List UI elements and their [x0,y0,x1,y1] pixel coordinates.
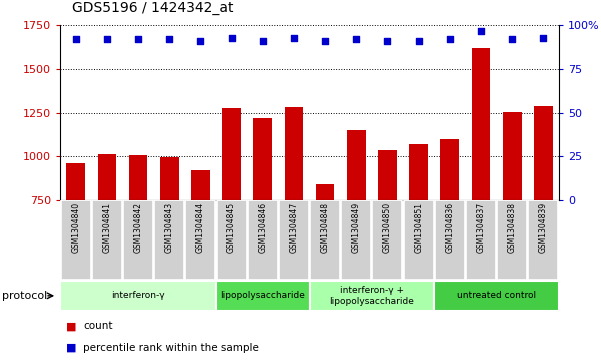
Bar [222,108,241,330]
Text: GSM1304839: GSM1304839 [539,202,548,253]
Text: GSM1304837: GSM1304837 [477,202,486,253]
Text: GSM1304846: GSM1304846 [258,202,267,253]
Text: GSM1304850: GSM1304850 [383,202,392,253]
Bar [279,200,309,280]
Point [383,38,392,44]
Text: GSM1304851: GSM1304851 [414,202,423,253]
Bar [61,200,91,280]
Text: GSM1304841: GSM1304841 [102,202,111,253]
Bar [129,155,147,330]
Bar [441,139,459,330]
Bar [186,200,215,280]
Point [195,38,205,44]
Text: interferon-γ +
lipopolysaccharide: interferon-γ + lipopolysaccharide [329,286,414,306]
Bar [248,200,278,280]
Bar [216,200,246,280]
Point [414,38,424,44]
Bar [528,200,558,280]
Text: untreated control: untreated control [457,291,536,300]
Text: ■: ■ [66,343,76,353]
Bar [310,200,340,280]
Point [538,35,548,41]
Point [289,35,299,41]
Bar [472,48,490,330]
Bar [154,200,184,280]
Text: interferon-γ: interferon-γ [111,291,165,300]
Bar [285,107,304,330]
Bar [97,154,116,330]
Point [476,28,486,33]
Text: GSM1304842: GSM1304842 [133,202,142,253]
Bar [404,200,433,280]
Point [258,38,267,44]
Bar [435,200,465,280]
Bar [409,144,428,330]
Bar [60,281,216,310]
Point [352,36,361,42]
Text: GSM1304836: GSM1304836 [445,202,454,253]
Point [507,36,517,42]
Bar [378,150,397,330]
Bar [347,130,365,330]
Point [320,38,330,44]
Bar [66,163,85,330]
Text: GSM1304840: GSM1304840 [71,202,80,253]
Point [227,35,236,41]
Text: GSM1304848: GSM1304848 [320,202,329,253]
Text: GSM1304847: GSM1304847 [290,202,299,253]
Text: GSM1304849: GSM1304849 [352,202,361,253]
Text: count: count [83,321,112,331]
Bar [373,200,403,280]
Bar [434,281,559,310]
Bar [466,200,496,280]
Text: protocol: protocol [2,291,47,301]
Bar [123,200,153,280]
Text: lipopolysaccharide: lipopolysaccharide [221,291,305,300]
Bar [310,281,434,310]
Point [133,36,143,42]
Text: GDS5196 / 1424342_at: GDS5196 / 1424342_at [72,0,234,15]
Bar [216,281,310,310]
Text: percentile rank within the sample: percentile rank within the sample [83,343,259,353]
Bar [191,170,210,330]
Text: GSM1304844: GSM1304844 [196,202,205,253]
Bar [534,106,553,330]
Bar [503,112,522,330]
Bar [497,200,527,280]
Bar [341,200,371,280]
Point [102,36,112,42]
Bar [160,157,178,330]
Text: GSM1304843: GSM1304843 [165,202,174,253]
Text: GSM1304845: GSM1304845 [227,202,236,253]
Bar [316,184,334,330]
Point [445,36,454,42]
Text: GSM1304838: GSM1304838 [508,202,517,253]
Bar [92,200,122,280]
Bar [254,118,272,330]
Point [165,36,174,42]
Text: ■: ■ [66,321,76,331]
Point [71,36,81,42]
